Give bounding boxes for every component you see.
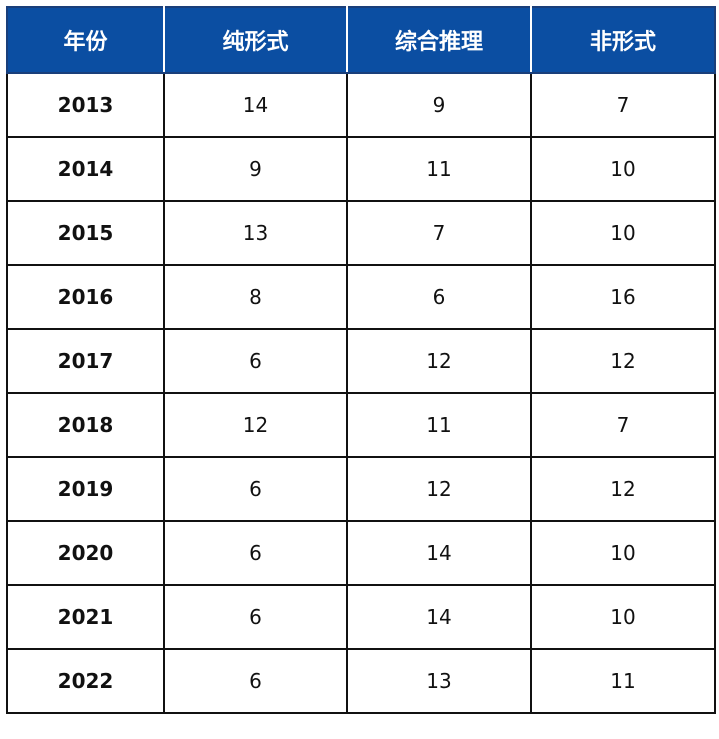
year-cell: 2019: [6, 456, 165, 522]
value-cell: 6: [163, 584, 348, 650]
table-row: 2016 8 6 16: [6, 264, 716, 330]
table-row: 2014 9 11 10: [6, 136, 716, 202]
value-cell: 13: [346, 648, 532, 714]
year-cell: 2016: [6, 264, 165, 330]
value-cell: 12: [346, 456, 532, 522]
header-row: 年份 纯形式 综合推理 非形式: [6, 6, 716, 74]
value-cell: 13: [163, 200, 348, 266]
value-cell: 6: [163, 456, 348, 522]
value-cell: 8: [163, 264, 348, 330]
value-cell: 12: [163, 392, 348, 458]
value-cell: 12: [530, 456, 716, 522]
value-cell: 9: [163, 136, 348, 202]
value-cell: 12: [530, 328, 716, 394]
year-cell: 2015: [6, 200, 165, 266]
year-cell: 2017: [6, 328, 165, 394]
table-body: 2013 14 9 7 2014 9 11 10 2015 13 7 10 20…: [6, 72, 716, 714]
year-cell: 2020: [6, 520, 165, 586]
value-cell: 11: [346, 392, 532, 458]
data-table-container: 年份 纯形式 综合推理 非形式 2013 14 9 7 2014 9 11 10…: [6, 6, 716, 714]
data-table: 年份 纯形式 综合推理 非形式 2013 14 9 7 2014 9 11 10…: [6, 6, 716, 714]
value-cell: 6: [163, 328, 348, 394]
table-row: 2019 6 12 12: [6, 456, 716, 522]
table-row: 2017 6 12 12: [6, 328, 716, 394]
value-cell: 6: [163, 520, 348, 586]
value-cell: 10: [530, 136, 716, 202]
year-cell: 2014: [6, 136, 165, 202]
table-row: 2021 6 14 10: [6, 584, 716, 650]
value-cell: 6: [346, 264, 532, 330]
value-cell: 10: [530, 520, 716, 586]
table-row: 2018 12 11 7: [6, 392, 716, 458]
value-cell: 7: [346, 200, 532, 266]
header-informal: 非形式: [530, 6, 716, 74]
value-cell: 7: [530, 392, 716, 458]
value-cell: 12: [346, 328, 532, 394]
year-cell: 2022: [6, 648, 165, 714]
value-cell: 10: [530, 200, 716, 266]
value-cell: 14: [346, 520, 532, 586]
table-row: 2015 13 7 10: [6, 200, 716, 266]
value-cell: 16: [530, 264, 716, 330]
value-cell: 14: [163, 72, 348, 138]
year-cell: 2013: [6, 72, 165, 138]
value-cell: 11: [346, 136, 532, 202]
value-cell: 14: [346, 584, 532, 650]
value-cell: 11: [530, 648, 716, 714]
value-cell: 6: [163, 648, 348, 714]
year-cell: 2021: [6, 584, 165, 650]
value-cell: 10: [530, 584, 716, 650]
header-comprehensive-reasoning: 综合推理: [346, 6, 532, 74]
header-pure-formal: 纯形式: [163, 6, 348, 74]
value-cell: 9: [346, 72, 532, 138]
table-row: 2020 6 14 10: [6, 520, 716, 586]
year-cell: 2018: [6, 392, 165, 458]
value-cell: 7: [530, 72, 716, 138]
header-year: 年份: [6, 6, 165, 74]
table-row: 2022 6 13 11: [6, 648, 716, 714]
table-header: 年份 纯形式 综合推理 非形式: [6, 6, 716, 74]
table-row: 2013 14 9 7: [6, 72, 716, 138]
